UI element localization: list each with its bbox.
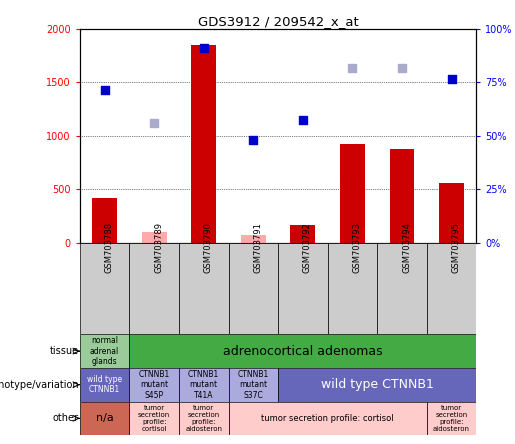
Text: tumor
secretion
profile:
aldosteron: tumor secretion profile: aldosteron [433,405,470,432]
Bar [241,235,266,243]
Bar [229,401,427,435]
Title: GDS3912 / 209542_x_at: GDS3912 / 209542_x_at [198,15,358,28]
Bar [278,368,476,401]
Point [348,65,356,72]
Text: GSM703792: GSM703792 [303,222,312,273]
Bar [290,225,315,243]
Bar [192,45,216,243]
Text: CTNNB1
mutant
S45P: CTNNB1 mutant S45P [139,370,170,400]
Bar [278,243,328,334]
Bar [377,243,427,334]
Bar [80,401,129,435]
Bar [80,243,129,334]
Text: CTNNB1
mutant
S37C: CTNNB1 mutant S37C [238,370,269,400]
Text: wild type CTNNB1: wild type CTNNB1 [321,378,434,391]
Point [448,75,456,83]
Text: wild type
CTNNB1: wild type CTNNB1 [87,375,122,394]
Bar [80,368,129,401]
Text: GSM703794: GSM703794 [402,222,411,273]
Text: CTNNB1
mutant
T41A: CTNNB1 mutant T41A [188,370,219,400]
Bar [427,243,476,334]
Bar [179,243,229,334]
Text: tumor
secretion
profile:
aldosteron: tumor secretion profile: aldosteron [185,405,222,432]
Bar [179,368,229,401]
Bar [142,232,166,243]
Point [398,65,406,72]
Bar [92,198,117,243]
Point [100,86,109,93]
Text: tumor
secretion
profile:
cortisol: tumor secretion profile: cortisol [138,405,170,432]
Point [200,44,208,52]
Bar [229,368,278,401]
Bar [129,401,179,435]
Point [150,119,158,127]
Bar [179,401,229,435]
Bar [390,149,415,243]
Text: GSM703793: GSM703793 [352,222,362,273]
Text: other: other [53,413,79,423]
Bar [340,144,365,243]
Bar [129,368,179,401]
Point [249,136,258,143]
Text: tissue: tissue [50,346,79,356]
Bar [80,334,129,368]
Text: GSM703789: GSM703789 [154,222,163,273]
Text: GSM703790: GSM703790 [204,222,213,273]
Text: adrenocortical adenomas: adrenocortical adenomas [223,345,383,357]
Point [299,116,307,123]
Text: tumor secretion profile: cortisol: tumor secretion profile: cortisol [261,414,394,423]
Bar [328,243,377,334]
Bar [439,183,464,243]
Text: n/a: n/a [96,413,113,423]
Bar [129,243,179,334]
Bar [427,401,476,435]
Text: GSM703795: GSM703795 [452,222,460,273]
Bar [229,243,278,334]
Text: GSM703791: GSM703791 [253,222,262,273]
Text: normal
adrenal
glands: normal adrenal glands [90,336,119,366]
Bar [129,334,476,368]
Text: GSM703788: GSM703788 [105,222,114,273]
Text: genotype/variation: genotype/variation [0,380,79,390]
